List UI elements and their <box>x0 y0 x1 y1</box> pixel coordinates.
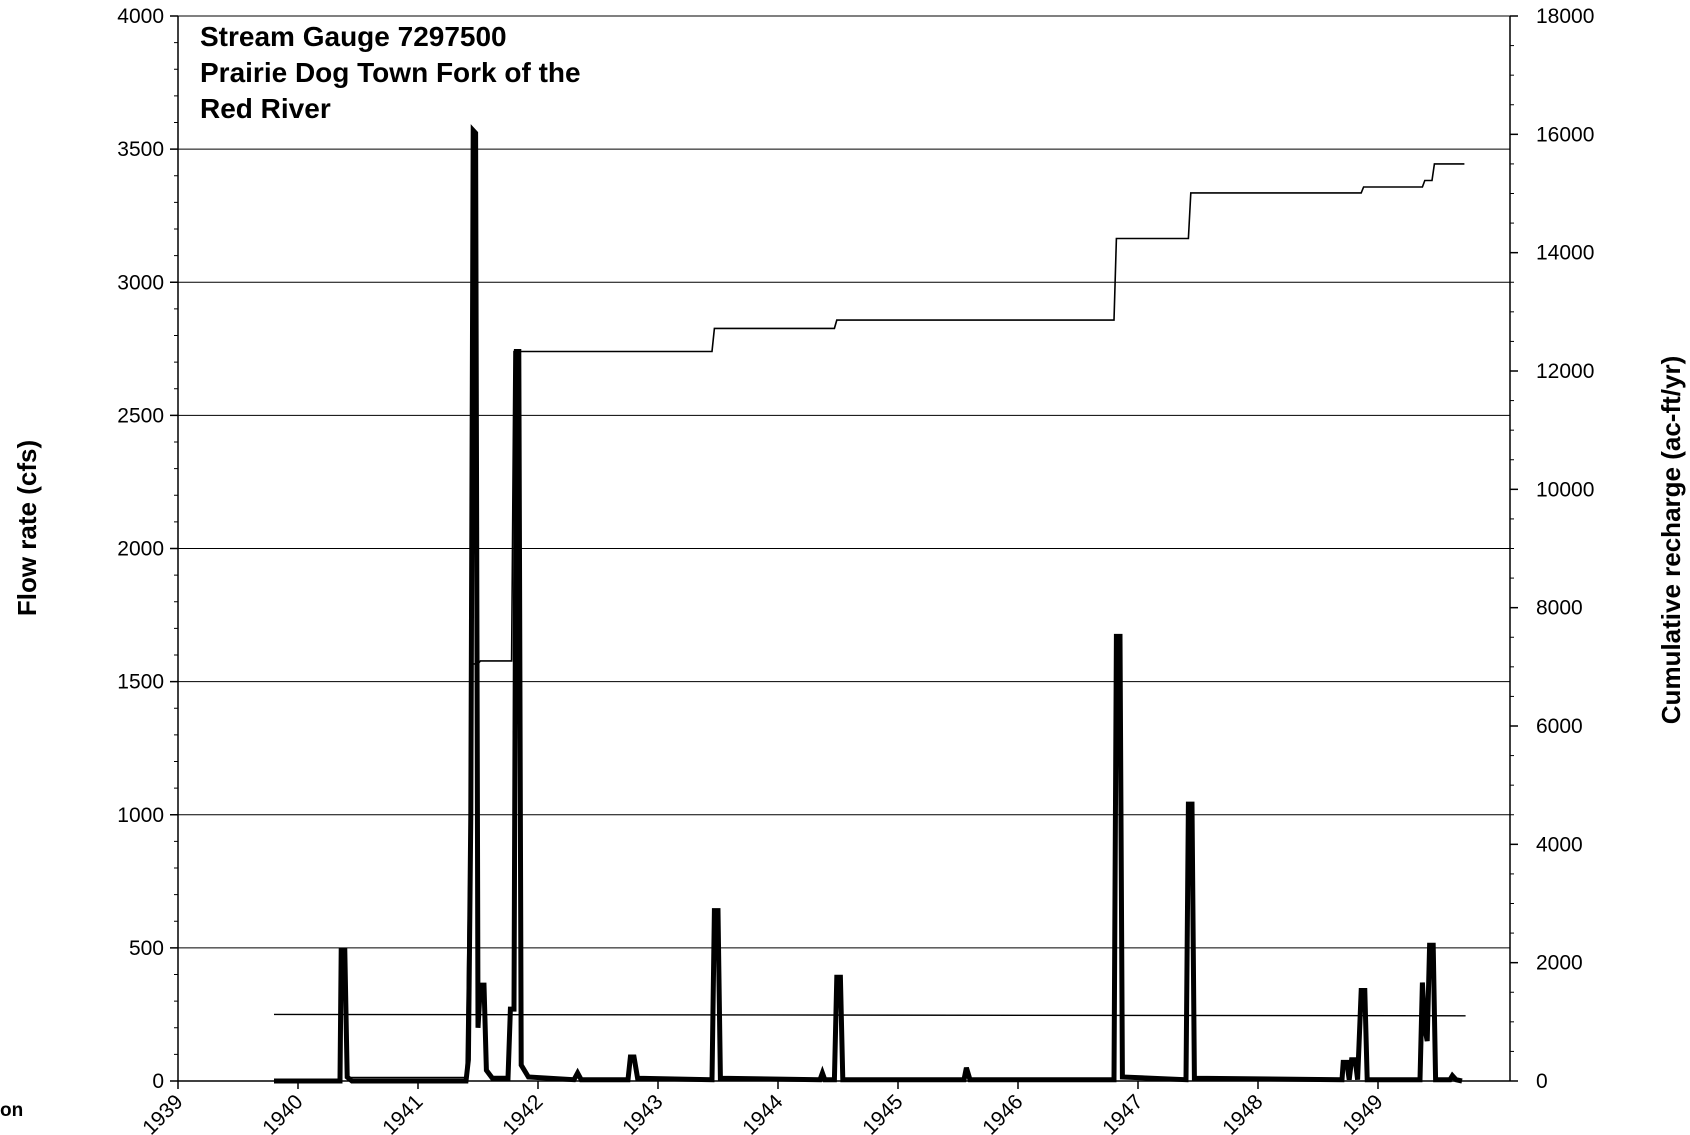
y-tick-label: 1000 <box>117 804 164 827</box>
x-tick-label: 1940 <box>258 1090 307 1135</box>
y-axis-title: Flow rate (cfs) <box>12 440 42 616</box>
x-tick-label: 1942 <box>498 1090 547 1135</box>
x-tick-label: 1946 <box>978 1090 1027 1135</box>
stray-caption-text: on <box>0 1100 23 1121</box>
y2-tick-label: 14000 <box>1536 242 1594 265</box>
title-line-1: Stream Gauge 7297500 <box>200 21 507 52</box>
x-tick-label: 1943 <box>618 1090 667 1135</box>
y-tick-label: 500 <box>129 937 164 960</box>
chart-title: Stream Gauge 7297500 Prairie Dog Town Fo… <box>200 21 581 124</box>
y2-tick-label: 6000 <box>1536 715 1583 738</box>
title-line-2: Prairie Dog Town Fork of the <box>200 57 581 88</box>
y2-tick-label: 4000 <box>1536 833 1583 856</box>
x-tick-label: 1944 <box>738 1090 788 1135</box>
y2-tick-label: 12000 <box>1536 360 1594 383</box>
flow-rate-line <box>274 124 1463 1084</box>
y-tick-label: 2500 <box>117 404 164 427</box>
x-tick-label: 1941 <box>378 1090 427 1135</box>
x-tick-label: 1947 <box>1098 1090 1147 1135</box>
y-tick-label: 3500 <box>117 138 164 161</box>
series <box>273 124 1466 1084</box>
x-tick-label: 1949 <box>1338 1090 1387 1135</box>
x-tick-label: 1945 <box>858 1090 907 1135</box>
y2-tick-label: 0 <box>1536 1070 1548 1093</box>
baseline-line <box>273 1013 1466 1017</box>
y-tick-label: 4000 <box>117 5 164 28</box>
y-tick-label: 0 <box>152 1070 164 1093</box>
y-tick-label: 2000 <box>117 538 164 561</box>
x-tick-label: 1939 <box>138 1090 187 1135</box>
y2-tick-label: 8000 <box>1536 597 1583 620</box>
cumulative-recharge-line <box>346 163 1465 1079</box>
y-tick-label: 3000 <box>117 271 164 294</box>
gridlines <box>178 15 1510 949</box>
y2-tick-label: 10000 <box>1536 478 1594 501</box>
title-line-3: Red River <box>200 93 331 124</box>
y2-tick-label: 16000 <box>1536 123 1594 146</box>
y2-tick-label: 2000 <box>1536 952 1583 975</box>
y-tick-label: 1500 <box>117 671 164 694</box>
ticks <box>170 15 1518 1089</box>
y2-axis-title: Cumulative recharge (ac-ft/yr) <box>1656 356 1686 724</box>
x-tick-label: 1948 <box>1218 1090 1267 1135</box>
y2-tick-label: 18000 <box>1536 5 1594 28</box>
